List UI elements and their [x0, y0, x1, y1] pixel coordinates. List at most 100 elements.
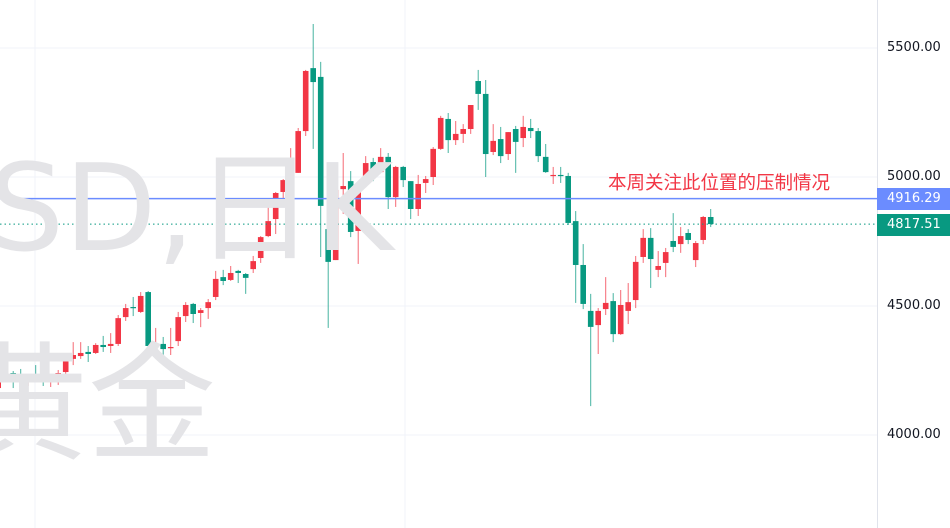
- candle-body: [685, 232, 691, 240]
- candle-body: [572, 221, 579, 265]
- level-price-tag: 4916.29: [877, 188, 950, 210]
- candle-body: [677, 236, 684, 245]
- candle-body: [557, 174, 564, 177]
- candle-body: [497, 139, 504, 157]
- candle-body: [310, 68, 316, 83]
- candle-body: [197, 310, 204, 313]
- candle-body: [257, 237, 264, 259]
- axis-label-4000: 4000.00: [887, 427, 941, 442]
- candle-body: [122, 308, 129, 318]
- candle-body: [655, 266, 661, 270]
- candle-body: [175, 317, 181, 342]
- candle-body: [647, 237, 654, 260]
- candle-body: [62, 358, 69, 373]
- candle-body: [10, 373, 16, 378]
- candle-body: [355, 184, 361, 231]
- candle-body: [565, 175, 571, 223]
- candle-body: [385, 156, 391, 198]
- candle-body: [272, 192, 279, 220]
- candle-body: [205, 302, 211, 309]
- candle-body: [47, 377, 54, 383]
- candle-body: [347, 181, 354, 232]
- watermark-symbol: SD,日K: [0, 140, 394, 279]
- candle-body: [107, 343, 114, 346]
- candle-body: [467, 105, 474, 130]
- candle-body: [662, 252, 669, 263]
- candle-body: [430, 148, 436, 177]
- watermark-name: 黄金: [0, 331, 217, 480]
- candle-body: [2, 373, 9, 375]
- candle-body: [580, 264, 586, 304]
- candles: [0, 24, 714, 407]
- candle-body: [137, 295, 144, 312]
- price-lines: [0, 197, 877, 225]
- candle-body: [520, 126, 526, 139]
- candle-body: [400, 166, 406, 181]
- candle-body: [475, 81, 481, 94]
- candle-body: [415, 183, 421, 209]
- candle-body: [182, 304, 189, 317]
- candle-body: [460, 129, 466, 134]
- candle-body: [505, 132, 511, 155]
- candle-body: [670, 240, 676, 247]
- candle-body: [77, 352, 84, 357]
- candle-body: [115, 318, 121, 344]
- annotation-text: 本周关注此位置的压制情况: [608, 173, 831, 194]
- price-axis-border: [877, 0, 878, 528]
- candle-body: [242, 274, 249, 278]
- candle-body: [160, 343, 166, 350]
- candle-body: [332, 189, 339, 261]
- candle-body: [452, 133, 459, 141]
- candle-body: [407, 181, 414, 209]
- candle-body: [130, 307, 136, 309]
- candle-body: [392, 166, 399, 198]
- candle-body: [700, 216, 706, 240]
- candle-body: [227, 272, 234, 280]
- candle-body: [550, 174, 556, 177]
- candle-body: [610, 301, 616, 335]
- candle-body: [317, 76, 324, 206]
- candle-body: [490, 140, 496, 152]
- candle-body: [190, 303, 196, 314]
- candle-body: [692, 243, 699, 261]
- candle-body: [265, 221, 271, 237]
- axis-label-5500: 5500.00: [887, 40, 941, 55]
- candle-body: [632, 261, 639, 301]
- candle-body: [587, 310, 594, 327]
- candle-body: [287, 173, 294, 180]
- candle-body: [145, 292, 151, 346]
- candle-body: [325, 229, 331, 262]
- candle-body: [85, 351, 91, 354]
- candle-body: [535, 131, 541, 157]
- candle-body: [617, 304, 624, 335]
- candle-body: [640, 237, 646, 257]
- candle-body: [295, 131, 301, 173]
- candle-body: [602, 302, 609, 310]
- candle-body: [370, 162, 376, 173]
- candle-body: [70, 355, 76, 359]
- candle-body: [220, 277, 226, 281]
- candle-body: [17, 378, 24, 380]
- candle-body: [707, 216, 714, 225]
- candle-body: [280, 180, 286, 192]
- candle-body: [340, 186, 346, 190]
- axis-label-4500: 4500.00: [887, 298, 941, 313]
- candle-body: [250, 261, 256, 270]
- candle-body: [377, 156, 384, 173]
- candle-body: [167, 347, 174, 349]
- candle-body: [0, 376, 1, 389]
- candle-body: [55, 373, 61, 377]
- candle-body: [25, 377, 31, 380]
- candle-body: [32, 377, 39, 382]
- candle-body: [92, 344, 99, 353]
- candle-body: [482, 93, 489, 155]
- candle-body: [235, 270, 241, 273]
- candle-body: [445, 118, 451, 141]
- last-price-tag: 4817.51: [877, 214, 950, 236]
- candle-body: [437, 117, 444, 149]
- candle-body: [40, 381, 46, 383]
- candle-body: [625, 302, 631, 311]
- candle-body: [542, 156, 549, 173]
- candle-body: [100, 344, 106, 348]
